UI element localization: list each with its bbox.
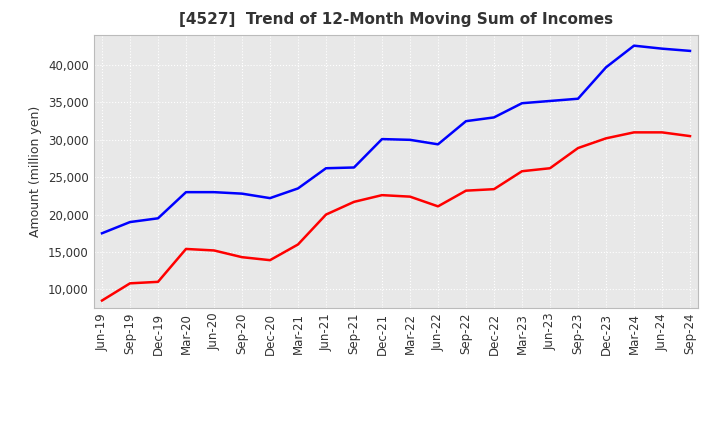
Net Income	[685, 133, 694, 139]
Ordinary Income	[322, 165, 330, 171]
Ordinary Income	[433, 142, 442, 147]
Ordinary Income	[294, 186, 302, 191]
Net Income	[490, 187, 498, 192]
Ordinary Income	[238, 191, 246, 196]
Net Income	[630, 130, 639, 135]
Net Income	[657, 130, 666, 135]
Ordinary Income	[574, 96, 582, 101]
Line: Net Income: Net Income	[102, 132, 690, 301]
Ordinary Income	[98, 231, 107, 236]
Ordinary Income	[490, 115, 498, 120]
Title: [4527]  Trend of 12-Month Moving Sum of Incomes: [4527] Trend of 12-Month Moving Sum of I…	[179, 12, 613, 27]
Line: Ordinary Income: Ordinary Income	[102, 46, 690, 233]
Ordinary Income	[657, 46, 666, 51]
Net Income	[294, 242, 302, 247]
Ordinary Income	[266, 195, 274, 201]
Net Income	[181, 246, 190, 252]
Ordinary Income	[181, 190, 190, 195]
Ordinary Income	[153, 216, 162, 221]
Ordinary Income	[126, 220, 135, 225]
Ordinary Income	[630, 43, 639, 48]
Ordinary Income	[350, 165, 359, 170]
Net Income	[98, 298, 107, 303]
Ordinary Income	[378, 136, 387, 142]
Net Income	[462, 188, 470, 193]
Net Income	[602, 136, 611, 141]
Ordinary Income	[462, 118, 470, 124]
Ordinary Income	[518, 101, 526, 106]
Ordinary Income	[210, 190, 218, 195]
Net Income	[322, 212, 330, 217]
Ordinary Income	[602, 65, 611, 70]
Ordinary Income	[685, 48, 694, 54]
Net Income	[405, 194, 414, 199]
Net Income	[153, 279, 162, 285]
Net Income	[546, 165, 554, 171]
Ordinary Income	[405, 137, 414, 143]
Net Income	[378, 193, 387, 198]
Net Income	[210, 248, 218, 253]
Net Income	[350, 199, 359, 205]
Net Income	[126, 281, 135, 286]
Net Income	[266, 257, 274, 263]
Net Income	[238, 254, 246, 260]
Net Income	[518, 169, 526, 174]
Y-axis label: Amount (million yen): Amount (million yen)	[30, 106, 42, 237]
Net Income	[574, 145, 582, 150]
Ordinary Income	[546, 98, 554, 103]
Net Income	[433, 204, 442, 209]
